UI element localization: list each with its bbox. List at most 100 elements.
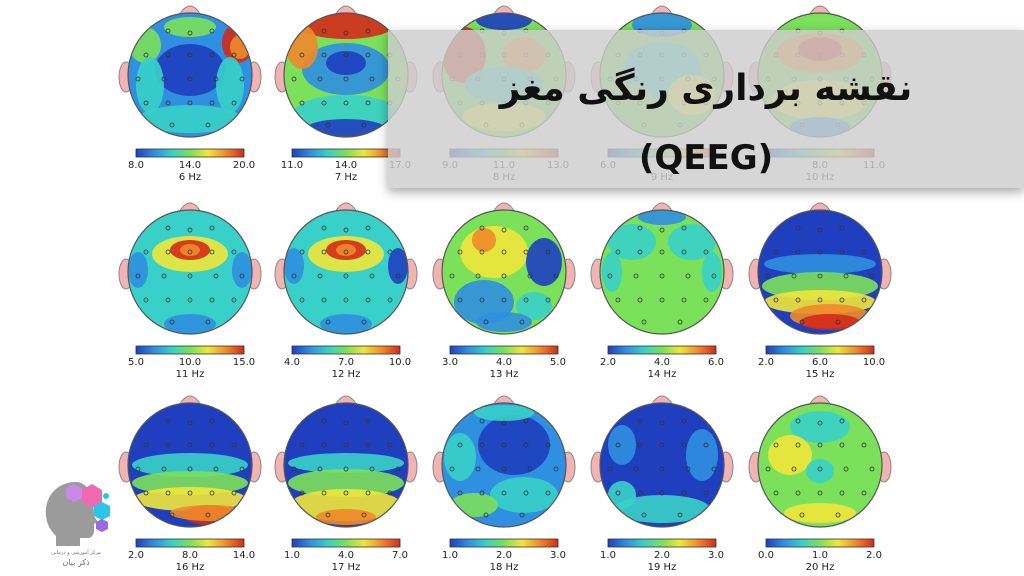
head-outline <box>127 402 253 528</box>
electrode <box>681 225 687 231</box>
colorbar <box>765 345 875 355</box>
electrode <box>325 319 331 325</box>
electrode <box>317 273 323 279</box>
logo-subtitle: مرکز آموزشی و درمانی <box>51 550 101 556</box>
head-map: 8.0 14.0 20.0 6 Hz <box>118 5 262 183</box>
electrode <box>209 225 215 231</box>
head-map: 2.0 8.0 14.0 16 Hz <box>118 395 262 573</box>
electrode <box>213 466 219 472</box>
electrode <box>659 249 665 255</box>
electrode <box>343 297 349 303</box>
electrode <box>209 100 215 106</box>
head-network-icon <box>45 482 110 546</box>
electrode <box>839 490 845 496</box>
head-outline <box>127 12 253 138</box>
electrode <box>633 273 639 279</box>
electrode <box>187 273 193 279</box>
electrode <box>479 297 485 303</box>
electrode <box>343 227 349 233</box>
electrode <box>187 52 193 58</box>
electrode <box>457 249 463 255</box>
colorbar-tick-label: 11.0 <box>281 160 303 171</box>
electrode <box>545 297 551 303</box>
electrode <box>523 225 529 231</box>
electrode <box>321 418 327 424</box>
head-outline <box>127 209 253 335</box>
frequency-label: 7 Hz <box>335 172 357 183</box>
frequency-label: 15 Hz <box>806 369 835 380</box>
colorbar <box>607 345 717 355</box>
clinic-logo: مرکز آموزشی و درمانی ذکر بیان <box>36 476 116 572</box>
electrode <box>607 466 613 472</box>
electrode <box>321 297 327 303</box>
electrode <box>519 512 525 518</box>
electrode <box>457 490 463 496</box>
electrode <box>321 490 327 496</box>
colorbar-tick-label: 7.0 <box>392 550 408 561</box>
electrode <box>773 490 779 496</box>
colorbar-tick-label: 4.0 <box>654 357 670 368</box>
electrode <box>365 52 371 58</box>
electrode <box>685 466 691 472</box>
electrode <box>161 76 167 82</box>
electrode <box>791 273 797 279</box>
electrode <box>387 490 393 496</box>
colorbar-tick-label: 4.0 <box>496 357 512 368</box>
electrode <box>387 442 393 448</box>
electrode <box>365 418 371 424</box>
frequency-label: 18 Hz <box>490 562 519 573</box>
electrode <box>527 466 533 472</box>
electrode <box>519 319 525 325</box>
electrode <box>317 466 323 472</box>
colorbar-tick-label: 10.0 <box>179 357 201 368</box>
frequency-label: 13 Hz <box>490 369 519 380</box>
electrode <box>799 319 805 325</box>
electrode <box>169 512 175 518</box>
colorbar-tick-label: 14.0 <box>335 160 357 171</box>
head-outline <box>599 402 725 528</box>
electrode <box>817 466 823 472</box>
colorbar-tick-label: 10.0 <box>389 357 411 368</box>
electrode <box>553 466 559 472</box>
electrode <box>637 442 643 448</box>
electrode <box>545 249 551 255</box>
electrode <box>501 249 507 255</box>
head-map: 4.0 7.0 10.0 12 Hz <box>274 202 418 380</box>
electrode <box>161 466 167 472</box>
electrode <box>817 442 823 448</box>
electrode <box>395 466 401 472</box>
colorbar <box>135 148 245 158</box>
colorbar-tick-label: 3.0 <box>550 550 566 561</box>
electrode <box>343 249 349 255</box>
electrode <box>457 297 463 303</box>
electrode <box>165 28 171 34</box>
electrode <box>637 418 643 424</box>
electrode <box>475 273 481 279</box>
electrode <box>659 466 665 472</box>
head-map: 1.0 4.0 7.0 17 Hz <box>274 395 418 573</box>
electrode <box>135 273 141 279</box>
electrode <box>795 297 801 303</box>
electrode <box>365 490 371 496</box>
electrode <box>681 249 687 255</box>
electrode <box>641 319 647 325</box>
electrode <box>527 273 533 279</box>
electrode <box>659 297 665 303</box>
electrode <box>205 319 211 325</box>
electrode <box>501 466 507 472</box>
electrode <box>365 28 371 34</box>
electrode <box>773 297 779 303</box>
electrode <box>321 52 327 58</box>
electrode <box>659 490 665 496</box>
colorbar-tick-label: 5.0 <box>550 357 566 368</box>
electrode <box>795 442 801 448</box>
electrode <box>187 297 193 303</box>
electrode <box>703 490 709 496</box>
electrode <box>161 273 167 279</box>
frequency-label: 20 Hz <box>806 562 835 573</box>
electrode <box>861 249 867 255</box>
electrode <box>361 512 367 518</box>
electrode <box>711 466 717 472</box>
electrode <box>711 273 717 279</box>
